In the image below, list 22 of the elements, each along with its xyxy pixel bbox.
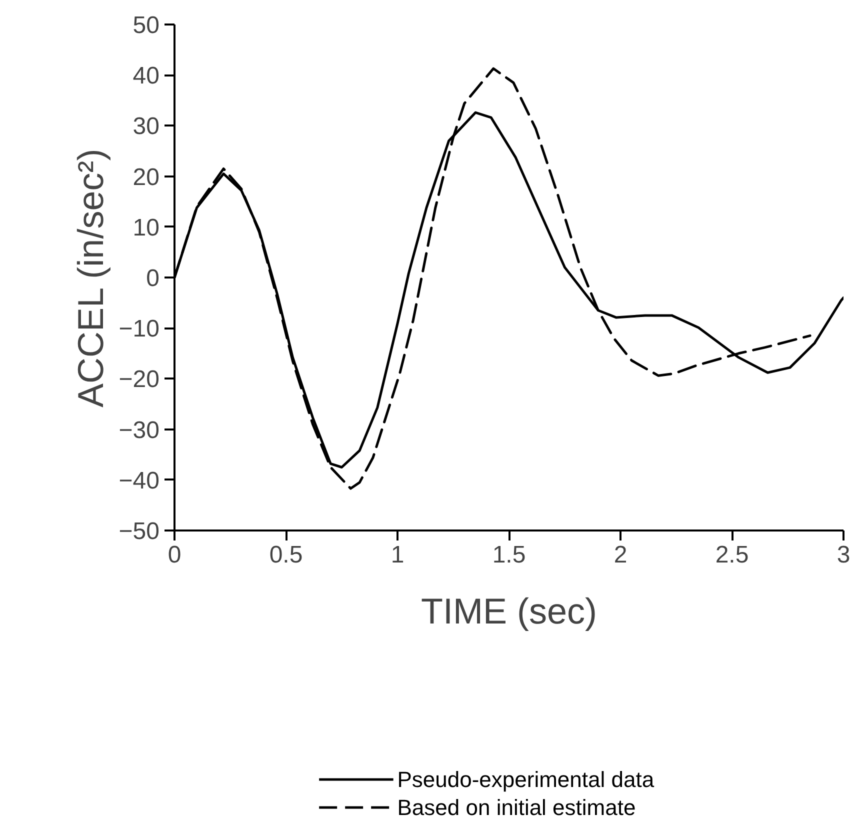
y-tick-label: −30 bbox=[118, 416, 160, 444]
y-tick-label: 10 bbox=[132, 214, 160, 242]
x-tick-label: 0 bbox=[168, 542, 182, 568]
x-tick-label: 1.5 bbox=[492, 542, 526, 568]
legend-label: Based on initial estimate bbox=[397, 795, 636, 820]
y-tick-label: 50 bbox=[132, 12, 160, 39]
x-axis-title: TIME (sec) bbox=[421, 590, 598, 632]
y-tick-label: 30 bbox=[132, 113, 160, 140]
x-tick-label: 1 bbox=[390, 542, 404, 568]
y-tick-label: 40 bbox=[132, 62, 160, 90]
legend-label: Pseudo-experimental data bbox=[397, 767, 655, 792]
y-tick-label: −50 bbox=[118, 518, 160, 545]
y-tick-label: 0 bbox=[146, 265, 160, 292]
x-tick-label: 0.5 bbox=[269, 542, 303, 568]
y-tick-label: −40 bbox=[118, 467, 160, 494]
y-tick-label: 20 bbox=[132, 164, 160, 191]
y-tick-label: −10 bbox=[118, 316, 160, 343]
y-axis-title: ACCEL (in/sec²) bbox=[70, 148, 111, 408]
y-tick-label: −20 bbox=[118, 366, 160, 394]
x-tick-label: 3 bbox=[836, 542, 850, 568]
x-tick-label: 2 bbox=[614, 542, 628, 568]
x-tick-label: 2.5 bbox=[715, 542, 749, 568]
